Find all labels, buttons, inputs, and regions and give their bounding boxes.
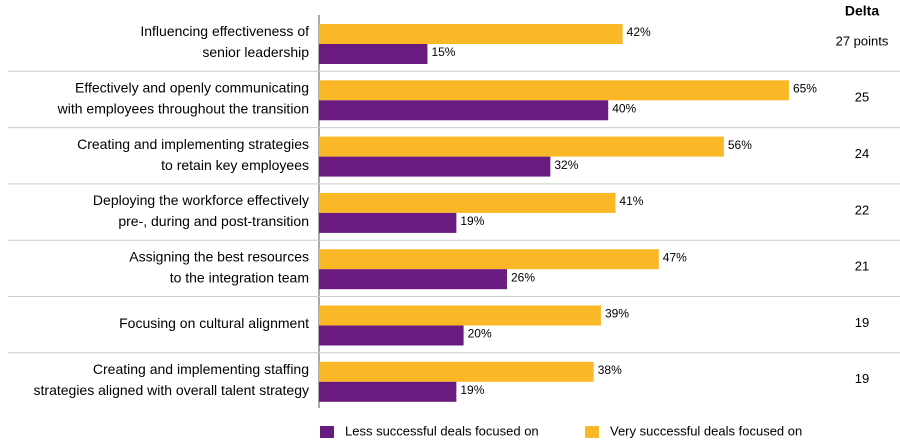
value-label: 47% xyxy=(663,250,687,264)
bar xyxy=(319,192,616,213)
category-label: Deploying the workforce effectively xyxy=(93,192,309,208)
category-label: Assigning the best resources xyxy=(129,248,309,264)
legend-swatch xyxy=(320,426,334,438)
category-label: senior leadership xyxy=(202,44,309,60)
value-label: 26% xyxy=(511,270,535,284)
value-label: 40% xyxy=(612,101,636,115)
bar xyxy=(319,305,601,326)
legend-label: Very successful deals focused on xyxy=(610,423,802,438)
category-label: with employees throughout the transition xyxy=(57,101,309,117)
delta-title: Delta xyxy=(845,3,879,19)
bar xyxy=(319,136,724,157)
category-label: Creating and implementing strategies xyxy=(77,136,309,152)
value-label: 20% xyxy=(468,327,492,341)
bar xyxy=(319,269,507,290)
category-label: to retain key employees xyxy=(161,157,309,173)
delta-value: 24 xyxy=(855,146,869,161)
delta-value: 19 xyxy=(855,315,869,330)
value-label: 19% xyxy=(460,214,484,228)
bar xyxy=(319,249,659,270)
category-label: strategies aligned with overall talent s… xyxy=(34,382,309,398)
bar xyxy=(319,100,609,121)
delta-value: 27 points xyxy=(836,33,889,48)
bar xyxy=(319,212,457,233)
value-label: 19% xyxy=(460,383,484,397)
bar xyxy=(319,325,464,346)
category-label: Creating and implementing staffing xyxy=(93,361,309,377)
delta-value: 19 xyxy=(855,371,869,386)
value-label: 42% xyxy=(627,25,651,39)
category-label: Effectively and openly communicating xyxy=(75,80,309,96)
value-label: 41% xyxy=(619,194,643,208)
delta-value: 22 xyxy=(855,202,869,217)
bar xyxy=(319,361,594,382)
value-label: 15% xyxy=(431,45,455,59)
value-label: 38% xyxy=(598,363,622,377)
legend-label: Less successful deals focused on xyxy=(345,423,539,438)
delta-value: 21 xyxy=(855,259,869,274)
bar xyxy=(319,24,623,44)
bar xyxy=(319,381,457,402)
value-label: 32% xyxy=(554,158,578,172)
category-label: pre-, during and post-transition xyxy=(118,213,309,229)
category-label: Influencing effectiveness of xyxy=(140,23,309,39)
value-label: 56% xyxy=(728,138,752,152)
value-label: 39% xyxy=(605,307,629,321)
category-label: to the integration team xyxy=(170,269,309,285)
delta-value: 25 xyxy=(855,90,869,105)
legend-swatch xyxy=(585,426,599,438)
value-label: 65% xyxy=(793,81,817,95)
bar xyxy=(319,80,789,101)
bar xyxy=(319,44,428,64)
category-label: Focusing on cultural alignment xyxy=(119,315,309,331)
bar xyxy=(319,156,551,177)
